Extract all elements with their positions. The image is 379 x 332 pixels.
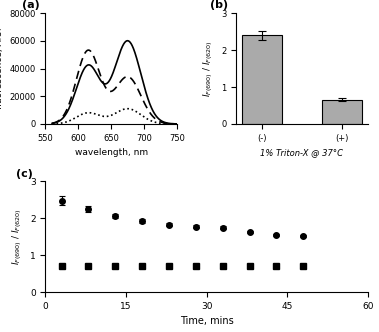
- Y-axis label: $I_{F(690)}$ / $I_{F(620)}$: $I_{F(690)}$ / $I_{F(620)}$: [11, 208, 25, 265]
- Bar: [322, 100, 362, 124]
- X-axis label: wavelength, nm: wavelength, nm: [75, 148, 148, 157]
- Bar: [242, 36, 282, 124]
- Text: (a): (a): [22, 0, 39, 10]
- Text: (c): (c): [17, 169, 33, 179]
- Y-axis label: $I_{F(690)}$ / $I_{F(620)}$: $I_{F(690)}$ / $I_{F(620)}$: [202, 40, 216, 97]
- Text: (b): (b): [210, 0, 228, 10]
- X-axis label: 1% Triton-X @ 37°C: 1% Triton-X @ 37°C: [260, 148, 343, 157]
- X-axis label: Time, mins: Time, mins: [180, 316, 233, 326]
- Y-axis label: fluorescence, A.U.: fluorescence, A.U.: [0, 28, 4, 110]
